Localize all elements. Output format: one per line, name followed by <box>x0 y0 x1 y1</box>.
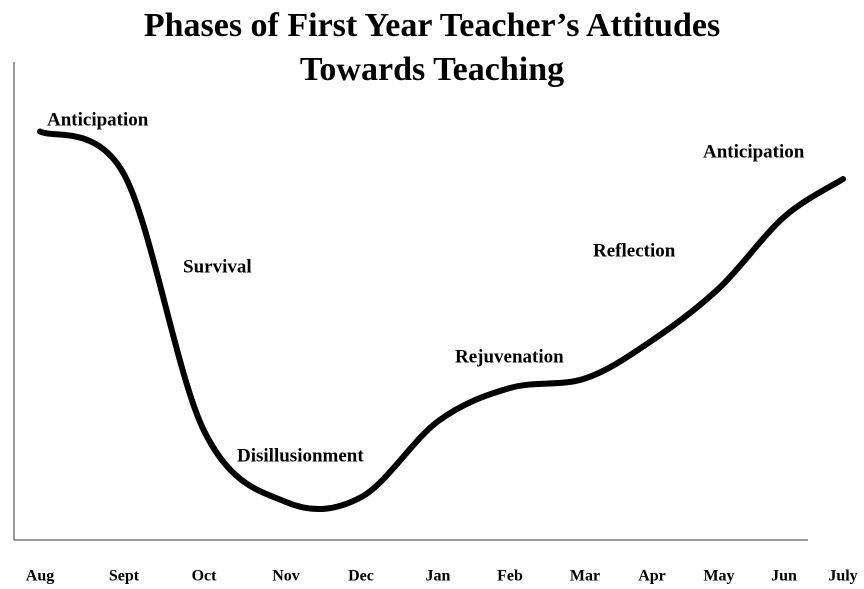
x-tick-label: Nov <box>272 568 300 585</box>
x-tick-label: Aug <box>26 568 54 585</box>
x-tick-label: Feb <box>497 568 523 585</box>
phase-label: Disillusionment <box>237 445 364 466</box>
chart-title: Phases of First Year Teacher’s Attitudes… <box>143 7 721 88</box>
x-tick-label: Sept <box>109 568 140 585</box>
curve <box>37 128 846 513</box>
phase-label: Rejuvenation <box>455 346 564 367</box>
x-tick-label: Dec <box>348 568 374 585</box>
x-tick-label: Apr <box>638 568 666 585</box>
x-tick-label: July <box>828 568 857 585</box>
x-tick-label: Mar <box>570 568 600 585</box>
phase-label: Anticipation <box>703 141 805 162</box>
x-tick-label: Oct <box>192 568 218 585</box>
x-tick-label: Jun <box>771 568 797 585</box>
phase-label: Survival <box>183 256 252 277</box>
x-tick-label: Jan <box>426 568 451 585</box>
phase-label: Anticipation <box>47 109 149 130</box>
phase-label: Reflection <box>593 240 676 261</box>
x-tick-label: May <box>703 568 734 585</box>
